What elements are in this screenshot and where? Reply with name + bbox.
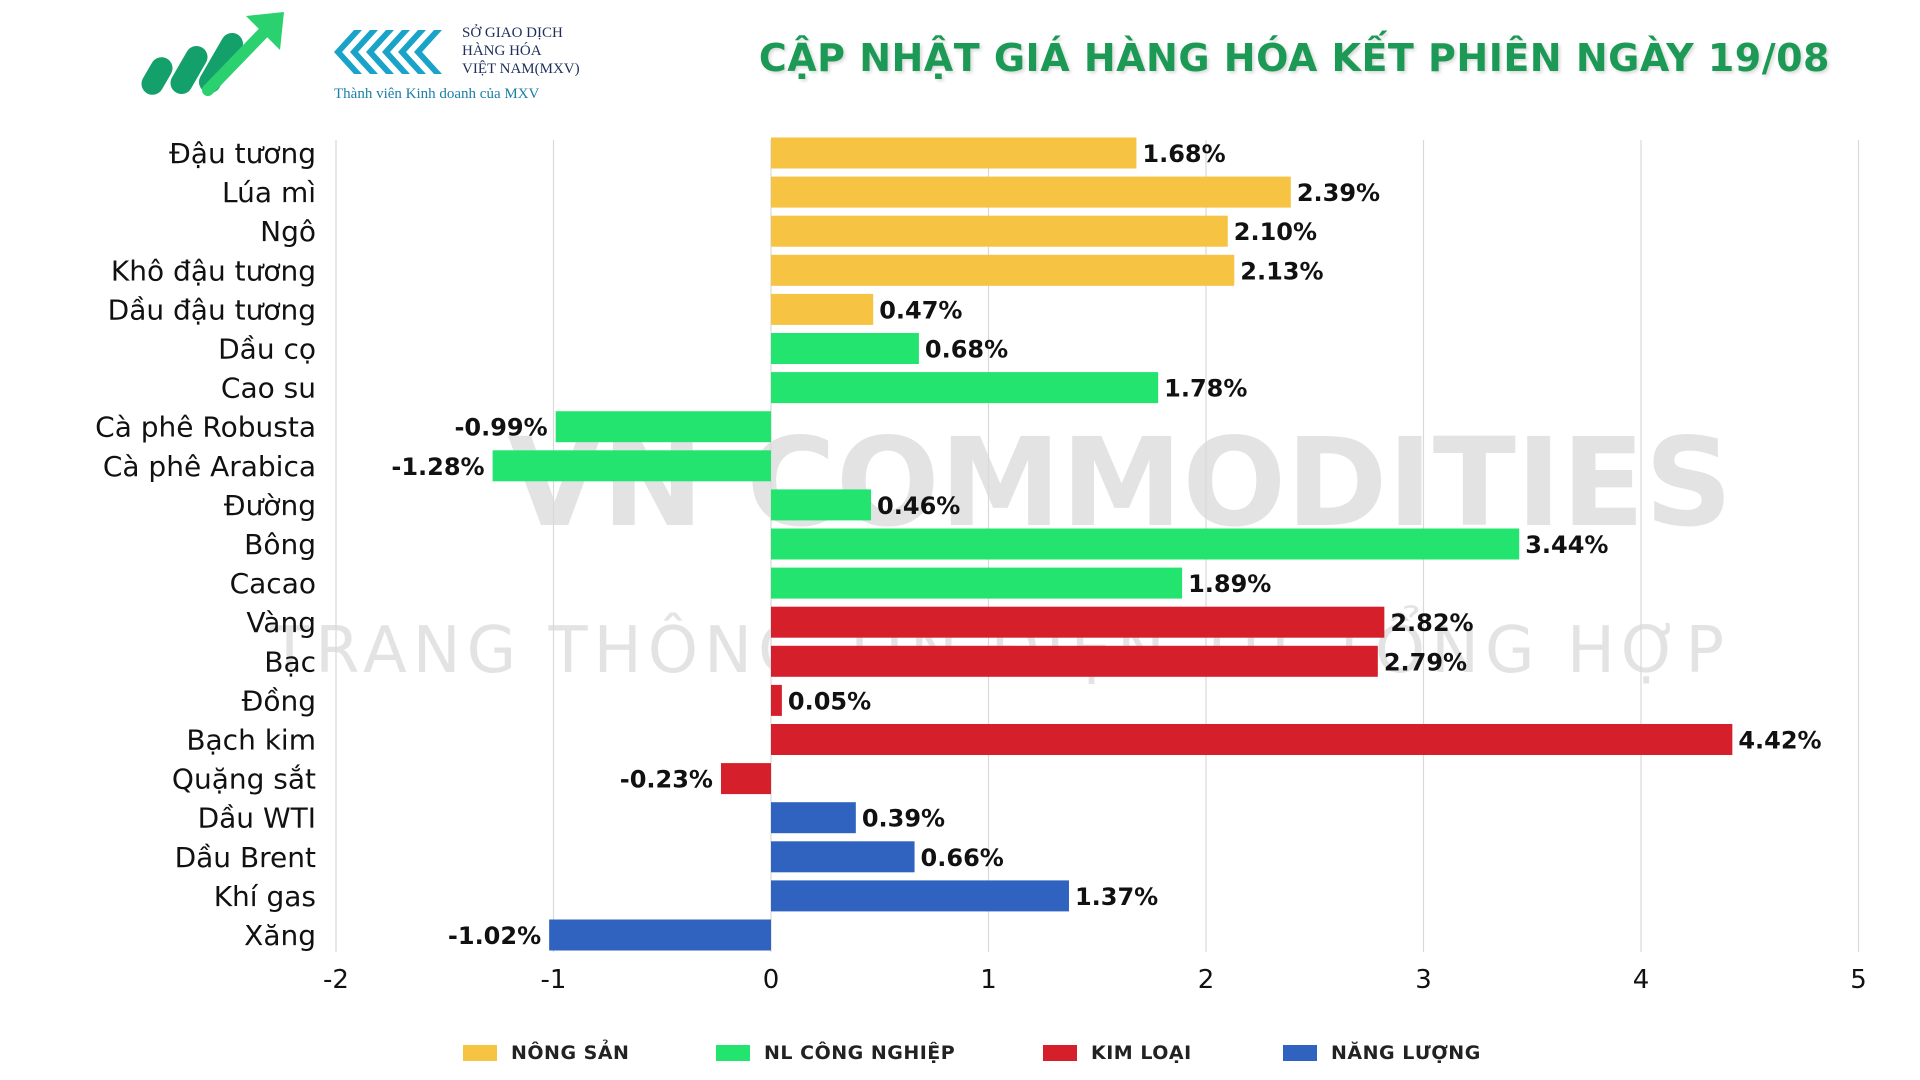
mxv-name: SỞ GIAO DỊCH HÀNG HÓA VIỆT NAM(MXV) — [462, 24, 580, 78]
page-title: CẬP NHẬT GIÁ HÀNG HÓA KẾT PHIÊN NGÀY 19/… — [758, 36, 1830, 80]
legend-item: NL CÔNG NGHIỆP — [716, 1042, 955, 1064]
category-label: Cao su — [221, 372, 316, 405]
data-label: 1.78% — [1164, 375, 1247, 403]
data-label: 0.46% — [877, 492, 960, 520]
legend-label: NÔNG SẢN — [511, 1042, 630, 1064]
x-tick-label: 5 — [1850, 965, 1867, 995]
value-labels: 1.68% 2.39% 2.10% 2.13% 0.47% 0.68% 1.78% -0.99… — [391, 140, 1821, 950]
bar — [771, 489, 872, 521]
category-label: Lúa mì — [222, 176, 316, 209]
bar — [771, 372, 1159, 404]
x-tick-label: 4 — [1633, 965, 1650, 995]
legend-item: NÔNG SẢN — [463, 1042, 629, 1064]
header: SỞ GIAO DỊCH HÀNG HÓA VIỆT NAM(MXV) Thàn… — [0, 0, 1920, 130]
data-label: 2.82% — [1390, 609, 1473, 637]
data-label: -0.99% — [454, 414, 547, 442]
bar — [771, 528, 1520, 560]
bar — [771, 645, 1378, 677]
category-label: Cà phê Arabica — [103, 450, 316, 483]
bar — [771, 333, 919, 364]
category-label: Dầu WTI — [198, 802, 316, 835]
legend-label: NĂNG LƯỢNG — [1331, 1042, 1481, 1064]
category-label: Bông — [244, 528, 316, 561]
category-labels: Đậu tương Lúa mì Ngô Khô đậu tương Dầu đậu t… — [95, 137, 316, 952]
data-label: 0.66% — [921, 844, 1004, 872]
x-tick-label: -2 — [323, 965, 349, 995]
category-label: Dầu Brent — [175, 841, 316, 874]
bar — [771, 293, 874, 325]
bar — [549, 919, 771, 951]
x-tick-label: 2 — [1198, 965, 1215, 995]
legend-item: KIM LOẠI — [1043, 1042, 1192, 1064]
category-label: Khô đậu tương — [111, 254, 316, 287]
mxv-logo — [334, 30, 442, 74]
bar — [771, 880, 1069, 912]
data-label: -0.23% — [620, 766, 713, 794]
x-tick-label: 0 — [763, 965, 780, 995]
legend-label: KIM LOẠI — [1091, 1042, 1192, 1064]
category-label: Ngô — [260, 215, 316, 248]
category-label: Quặng sắt — [172, 763, 316, 796]
data-label: 1.68% — [1142, 140, 1225, 168]
mxv-line: HÀNG HÓA — [462, 43, 542, 59]
bar — [771, 802, 856, 834]
bar — [771, 724, 1733, 755]
category-label: Dầu cọ — [218, 333, 316, 366]
data-label: 0.05% — [788, 687, 871, 715]
x-tick-label: -1 — [541, 965, 567, 995]
category-label: Vàng — [246, 606, 316, 639]
bar — [771, 606, 1385, 638]
category-label: Cà phê Robusta — [95, 411, 316, 444]
data-label: 1.37% — [1075, 883, 1158, 911]
legend-item: NĂNG LƯỢNG — [1283, 1042, 1481, 1064]
category-label: Đường — [224, 489, 316, 522]
bar — [555, 411, 771, 443]
legend-label: NL CÔNG NGHIỆP — [764, 1042, 956, 1064]
legend: NÔNG SẢN NL CÔNG NGHIỆP KIM LOẠI NĂNG LƯỢNG — [0, 1042, 1920, 1072]
x-tick-labels: -2 -1 0 1 2 3 4 5 — [323, 965, 1867, 995]
category-label: Bạc — [264, 645, 316, 678]
bar — [771, 841, 915, 873]
mxv-line: VIỆT NAM(MXV) — [462, 61, 580, 77]
legend-swatch — [463, 1045, 497, 1061]
bar — [771, 684, 782, 716]
x-tick-label: 3 — [1415, 965, 1432, 995]
mxv-tagline: Thành viên Kinh doanh của MXV — [334, 86, 540, 102]
data-label: 2.10% — [1234, 218, 1317, 246]
data-label: 3.44% — [1525, 531, 1608, 559]
category-label: Xăng — [244, 919, 316, 952]
data-label: 2.13% — [1240, 257, 1323, 285]
x-tick-label: 1 — [980, 965, 997, 995]
data-label: -1.02% — [448, 922, 541, 950]
data-label: 4.42% — [1738, 727, 1821, 755]
bar-chart: VN COMMODITIES TRANG THÔNG TIN ĐIỆN TỬ T… — [95, 137, 1867, 995]
data-label: 2.39% — [1297, 179, 1380, 207]
data-label: 1.89% — [1188, 570, 1271, 598]
bar — [720, 763, 771, 795]
data-label: 0.47% — [879, 296, 962, 324]
category-label: Cacao — [230, 567, 316, 600]
category-label: Bạch kim — [186, 724, 316, 757]
legend-swatch — [1043, 1045, 1077, 1061]
category-label: Đồng — [242, 684, 316, 717]
data-label: 0.39% — [862, 805, 945, 833]
bar — [771, 254, 1235, 286]
bar — [492, 450, 771, 482]
bar — [771, 567, 1183, 599]
bar — [771, 215, 1228, 247]
legend-swatch — [1283, 1045, 1317, 1061]
category-label: Khí gas — [214, 880, 316, 913]
bar — [771, 137, 1137, 169]
category-label: Dầu đậu tương — [108, 293, 316, 326]
mxv-line: SỞ GIAO DỊCH — [462, 25, 563, 41]
bars — [492, 137, 1733, 951]
data-label: 2.79% — [1384, 648, 1467, 676]
bar — [771, 176, 1291, 208]
legend-swatch — [716, 1045, 750, 1061]
data-label: 0.68% — [925, 336, 1008, 364]
data-label: -1.28% — [391, 453, 484, 481]
category-label: Đậu tương — [169, 137, 316, 170]
vn-commodities-logo — [141, 12, 284, 96]
